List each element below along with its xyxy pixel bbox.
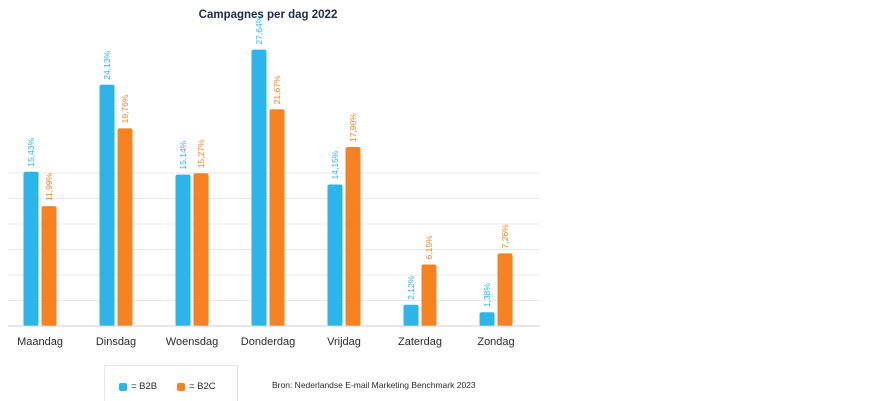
data-label-b2c-vrijdag: 17,90% <box>348 113 358 142</box>
bars <box>23 49 513 326</box>
x-tick-donderdag: Donderdag <box>241 336 295 348</box>
legend-label-b2c: = B2C <box>189 381 216 392</box>
data-label-b2b-dinsdag: 24,13% <box>102 50 112 79</box>
x-tick-dinsdag: Dinsdag <box>96 336 136 348</box>
x-tick-woensdag: Woensdag <box>166 336 218 348</box>
bar-b2b-vrijdag <box>327 184 343 326</box>
legend-swatch-b2b <box>119 382 127 391</box>
bar-b2b-dinsdag <box>99 84 115 326</box>
data-label-b2b-zondag: 1,38% <box>482 283 492 308</box>
data-label-b2c-woensdag: 15,27% <box>196 139 206 168</box>
data-label-b2b-zaterdag: 2,12% <box>406 275 416 300</box>
bar-b2c-vrijdag <box>345 147 361 326</box>
bar-b2b-maandag <box>23 171 39 326</box>
bar-b2c-woensdag <box>193 173 209 326</box>
source-note: Bron: Nederlandse E-mail Marketing Bench… <box>272 380 476 390</box>
bar-b2c-dinsdag <box>117 128 133 326</box>
legend: = B2B = B2C <box>104 365 238 401</box>
data-labels: 15,43% 11,99% 24,13% 19,76% 15,14% 15,27% 27,6… <box>26 15 510 307</box>
legend-label-b2b: = B2B <box>131 381 158 392</box>
legend-item-b2c: = B2C <box>177 381 216 392</box>
data-label-b2b-maandag: 15,43% <box>26 137 36 166</box>
data-label-b2b-vrijdag: 14,15% <box>330 150 340 179</box>
legend-item-b2b: = B2B <box>119 381 157 392</box>
bar-b2b-woensdag <box>175 174 191 326</box>
bar-b2c-donderdag <box>269 109 285 326</box>
bar-b2c-maandag <box>41 206 57 326</box>
bar-b2b-donderdag <box>251 49 267 326</box>
bar-b2c-zondag <box>497 253 513 326</box>
data-label-b2b-woensdag: 15,14% <box>178 140 188 169</box>
x-axis-tick-labels: Maandag Dinsdag Woensdag Donderdag Vrijdag Za… <box>17 336 515 348</box>
bar-b2c-zaterdag <box>421 264 437 326</box>
data-label-b2c-maandag: 11,99% <box>44 172 54 201</box>
bar-b2b-zondag <box>479 312 495 326</box>
chart-title: Campagnes per dag 2022 <box>199 9 338 21</box>
data-label-b2b-donderdag: 27,64% <box>254 15 264 44</box>
x-tick-zondag: Zondag <box>477 336 514 348</box>
x-tick-maandag: Maandag <box>17 336 63 348</box>
data-label-b2c-zondag: 7,26% <box>500 224 510 249</box>
data-label-b2c-donderdag: 21,67% <box>272 75 282 104</box>
data-label-b2c-zaterdag: 6,15% <box>424 235 434 260</box>
x-tick-zaterdag: Zaterdag <box>398 336 442 348</box>
legend-swatch-b2c <box>177 382 185 391</box>
x-tick-vrijdag: Vrijdag <box>327 336 361 348</box>
data-label-b2c-dinsdag: 19,76% <box>120 94 130 123</box>
bar-b2b-zaterdag <box>403 304 419 326</box>
